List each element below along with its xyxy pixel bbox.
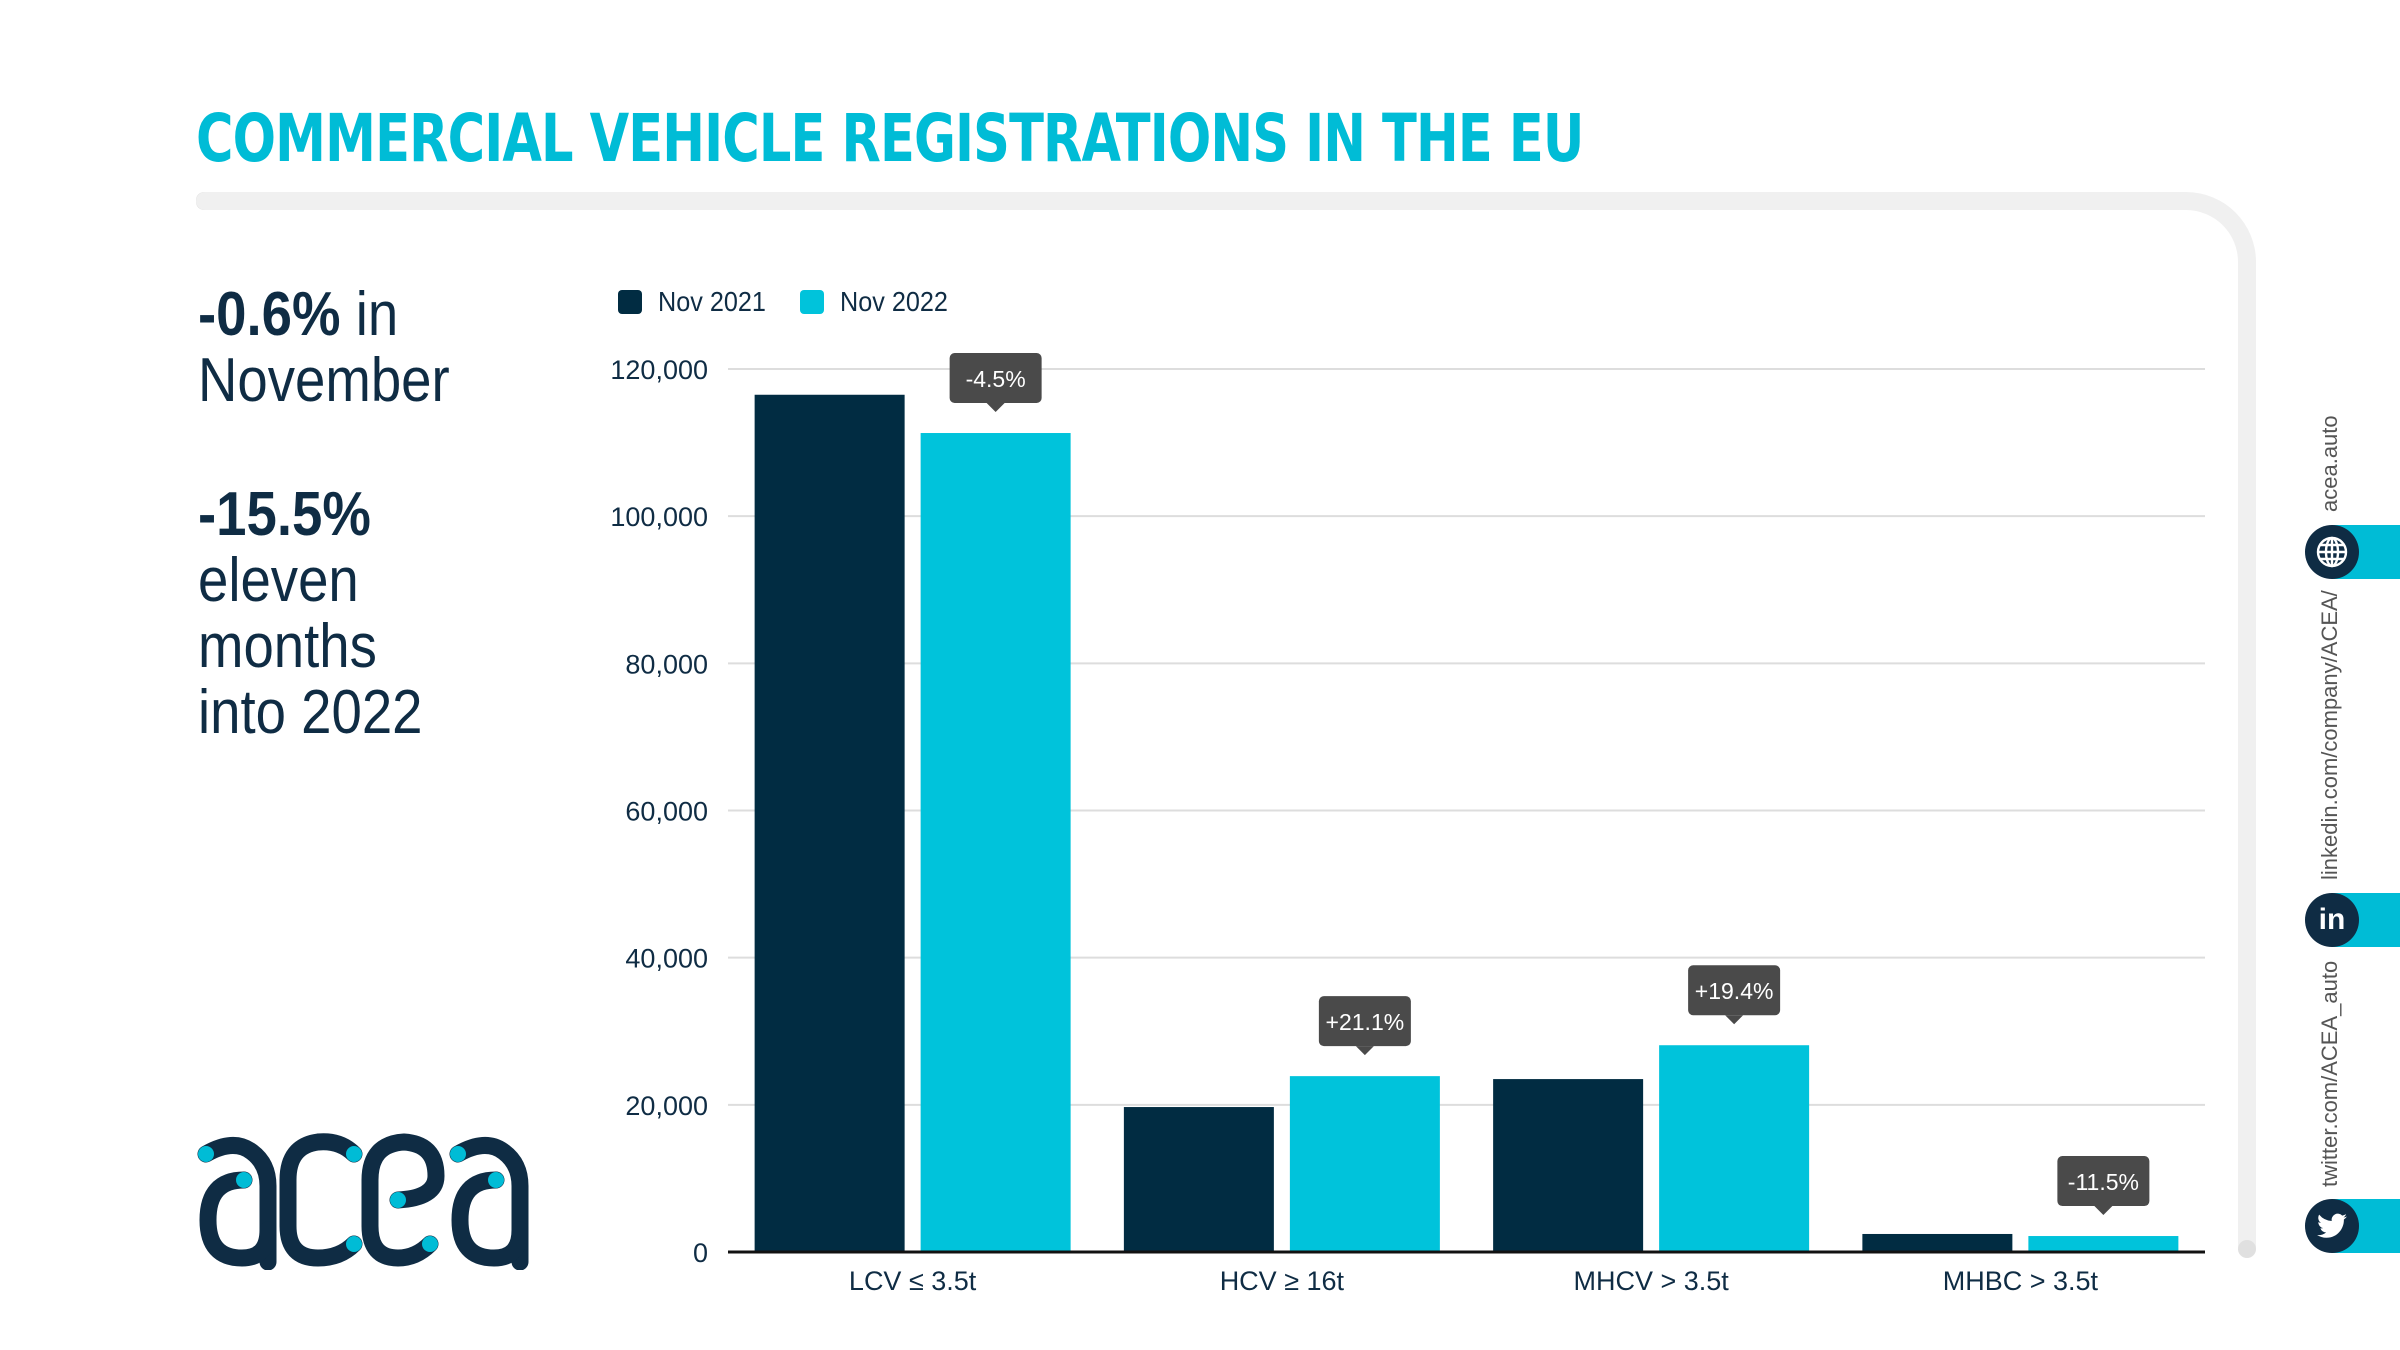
change-annotation: -11.5%: [2057, 1156, 2150, 1216]
annotation-pointer: [1725, 1015, 1744, 1025]
legend-swatch: [618, 290, 642, 314]
y-tick-label: 60,000: [625, 797, 708, 827]
frame-right-line: [2238, 290, 2256, 1250]
y-axis-ticks: 0 20,000 40,000 60,000 80,000 100,000 120,000: [610, 355, 708, 1268]
annotation-label: +19.4%: [1695, 978, 1774, 1004]
chart-legend: Nov 2021 Nov 2022: [618, 286, 982, 318]
y-tick-label: 40,000: [625, 944, 708, 974]
change-annotation: +19.4%: [1688, 965, 1781, 1025]
linkedin-link[interactable]: linkedin.com/company/ACEA/: [2317, 590, 2342, 880]
annotation-box: [1688, 965, 1781, 1016]
globe-icon[interactable]: [2305, 525, 2359, 579]
legend-label: Nov 2021: [658, 286, 766, 317]
page-title: COMMERCIAL VEHICLE REGISTRATIONS IN THE …: [196, 100, 1584, 177]
twitter-icon[interactable]: [2305, 1199, 2359, 1253]
kpi-line: November: [198, 346, 450, 415]
x-axis-ticks: LCV ≤ 3.5t HCV ≥ 16t MHCV > 3.5t MHBC > 3.5…: [849, 1266, 2099, 1296]
annotation-label: -4.5%: [966, 366, 1026, 392]
annotation-pointer: [2094, 1206, 2113, 1216]
legend-label: Nov 2022: [839, 286, 948, 317]
change-annotation: -4.5%: [949, 353, 1042, 413]
kpi-november: -0.6% in November: [198, 282, 450, 414]
annotation-box: [1318, 996, 1411, 1047]
x-tick-label: MHCV > 3.5t: [1573, 1266, 1729, 1296]
x-tick-label: HCV ≥ 16t: [1220, 1266, 1345, 1296]
change-annotation: +21.1%: [1318, 996, 1411, 1056]
annotation-label: -11.5%: [2068, 1169, 2139, 1195]
annotation-pointer: [1355, 1046, 1374, 1056]
y-tick-label: 80,000: [625, 649, 708, 679]
annotation-pointer: [986, 403, 1005, 413]
legend-item-nov-2021[interactable]: Nov 2021: [618, 286, 778, 318]
bar-nov-2022[interactable]: [920, 433, 1071, 1253]
bar-nov-2021[interactable]: [1493, 1079, 1644, 1252]
kpi-value: -0.6%: [198, 280, 341, 349]
website-link[interactable]: acea.auto: [2317, 415, 2342, 512]
y-tick-label: 20,000: [625, 1091, 708, 1121]
annotation-label: +21.1%: [1326, 1009, 1405, 1035]
kpi-value: -15.5%: [198, 480, 371, 549]
bar-nov-2022[interactable]: [2028, 1236, 2179, 1252]
y-tick-label: 0: [693, 1238, 708, 1268]
kpi-inline: in: [340, 280, 399, 349]
legend-item-nov-2022[interactable]: Nov 2022: [799, 286, 960, 318]
legend-swatch: [799, 290, 824, 314]
x-tick-label: MHBC > 3.5t: [1943, 1266, 2099, 1296]
bar-nov-2021[interactable]: [1862, 1233, 2013, 1252]
bar-nov-2022[interactable]: [1289, 1076, 1440, 1252]
x-tick-label: LCV ≤ 3.5t: [849, 1266, 977, 1296]
annotation-box: [949, 353, 1042, 404]
y-tick-label: 100,000: [610, 502, 708, 532]
acea-logo: [197, 1133, 529, 1270]
kpi-line: eleven: [198, 546, 359, 615]
bar-nov-2022[interactable]: [1659, 1045, 1810, 1252]
twitter-link[interactable]: twitter.com/ACEA_auto: [2317, 960, 2342, 1187]
bar-nov-2021[interactable]: [754, 394, 905, 1253]
annotations: -4.5% +21.1% +19.4% -11.5%: [949, 353, 2150, 1216]
kpi-line: months: [198, 612, 377, 681]
annotation-box: [2057, 1156, 2150, 1207]
kpi-line: into 2022: [198, 678, 423, 747]
kpi-year-to-date: -15.5% eleven months into 2022: [198, 482, 423, 746]
frame-end-dot: [2238, 1240, 2256, 1258]
bar-nov-2021[interactable]: [1123, 1107, 1274, 1252]
frame-top-line: [196, 192, 2176, 210]
y-tick-label: 120,000: [610, 355, 708, 385]
bars: [754, 394, 2179, 1253]
linkedin-icon[interactable]: in: [2305, 893, 2359, 947]
